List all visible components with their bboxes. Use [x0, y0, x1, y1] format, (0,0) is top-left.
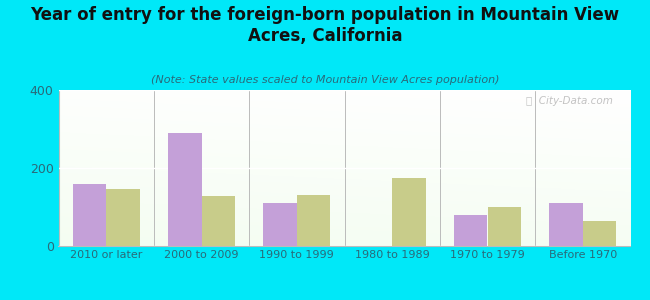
- Bar: [263, 203, 297, 246]
- Text: ⓘ  City-Data.com: ⓘ City-Data.com: [526, 96, 614, 106]
- Bar: [454, 215, 488, 246]
- Text: (Note: State values scaled to Mountain View Acres population): (Note: State values scaled to Mountain V…: [151, 75, 499, 85]
- Bar: [106, 190, 140, 246]
- Bar: [168, 133, 202, 246]
- Bar: [73, 184, 106, 246]
- Bar: [488, 207, 521, 246]
- Bar: [392, 178, 426, 246]
- Bar: [297, 195, 330, 246]
- Bar: [583, 221, 616, 246]
- Bar: [549, 203, 583, 246]
- Text: Year of entry for the foreign-born population in Mountain View
Acres, California: Year of entry for the foreign-born popul…: [31, 6, 619, 46]
- Bar: [202, 196, 235, 246]
